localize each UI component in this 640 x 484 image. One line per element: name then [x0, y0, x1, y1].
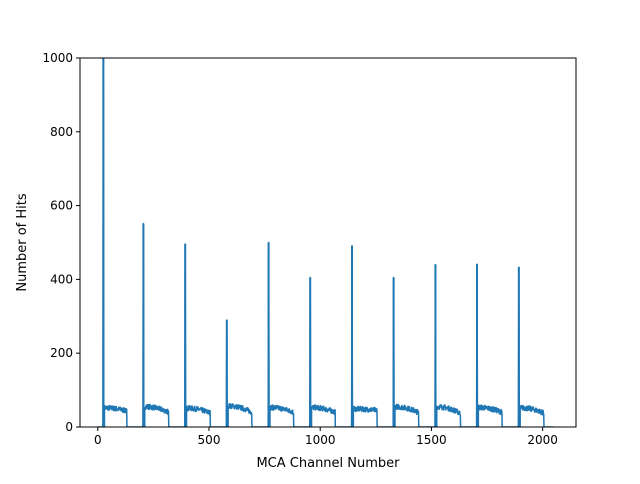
- x-tick-label: 1000: [305, 433, 336, 447]
- plot-area-frame: [79, 57, 577, 428]
- y-axis-ticks: 0 200 400 600 800 1000: [42, 51, 80, 434]
- y-tick-label: 800: [50, 125, 73, 139]
- x-tick-label: 2000: [527, 433, 558, 447]
- y-tick-label: 0: [65, 420, 73, 434]
- x-tick-label: 0: [94, 433, 102, 447]
- x-tick-label: 500: [198, 433, 221, 447]
- x-axis-label: MCA Channel Number: [256, 456, 400, 471]
- y-tick-label: 1000: [42, 51, 73, 65]
- spectrum-series-line: [97, 58, 554, 427]
- y-tick-label: 600: [50, 199, 73, 213]
- x-tick-label: 1500: [416, 433, 447, 447]
- y-tick-label: 200: [50, 346, 73, 360]
- y-axis-label: Number of Hits: [15, 193, 30, 292]
- y-tick-label: 400: [50, 272, 73, 286]
- series-layer: [97, 58, 554, 427]
- x-axis-ticks: 0 500 1000 1500 2000: [94, 427, 558, 447]
